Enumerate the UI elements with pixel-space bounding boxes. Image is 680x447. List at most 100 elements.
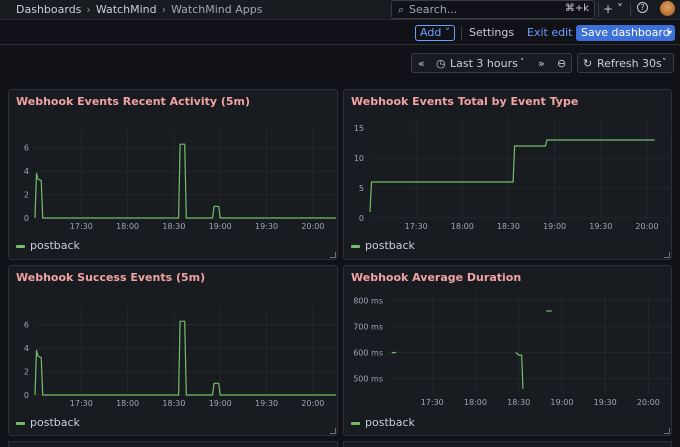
x-tick-label: 20:00 (301, 399, 324, 408)
y-tick-label: 2 (24, 368, 29, 377)
time-range-picker: « ◷ Last 3 hours ˅ » ⊖ (411, 53, 572, 73)
divider (598, 3, 599, 17)
divider (461, 26, 462, 40)
x-tick-label: 18:30 (497, 222, 520, 231)
x-tick-label: 20:00 (635, 222, 658, 231)
new-menu-button[interactable]: + ˅ (603, 2, 623, 16)
refresh-label[interactable]: Refresh 30s (597, 57, 662, 70)
panel-success-events[interactable]: Webhook Success Events (5m) 0 2 4 6 17:30 18:… (8, 265, 338, 436)
panel-partial (8, 441, 338, 447)
breadcrumb-current: WatchMind Apps (170, 3, 263, 16)
resize-handle[interactable] (330, 252, 336, 258)
help-icon[interactable]: ? (637, 2, 648, 13)
resize-handle[interactable] (664, 428, 670, 434)
legend-item[interactable]: postback (16, 416, 80, 429)
x-tick-label: 18:00 (116, 222, 139, 231)
y-tick-label: 0 (24, 391, 29, 400)
x-tick-label: 18:30 (162, 222, 185, 231)
x-tick-label: 17:30 (70, 222, 93, 231)
panel-total-by-event[interactable]: Webhook Events Total by Event Type 0 5 10 1… (343, 89, 672, 260)
panel-title[interactable]: Webhook Average Duration (351, 271, 522, 284)
y-tick-label: 6 (24, 144, 29, 153)
panel-average-duration[interactable]: Webhook Average Duration 500 ms 600 ms 700… (343, 265, 672, 436)
x-tick-label: 18:00 (116, 399, 139, 408)
y-tick-label: 6 (24, 321, 29, 330)
save-dashboard-button[interactable]: Save dashboard ▾ (576, 25, 675, 41)
x-tick-label: 18:00 (451, 222, 474, 231)
legend-label: postback (30, 416, 80, 429)
x-tick-label: 19:30 (255, 399, 278, 408)
y-tick-label: 600 ms (353, 348, 383, 357)
y-tick-label: 0 (359, 214, 364, 223)
edit-toolbar: Add ˅ Settings Exit edit Save dashboard … (0, 21, 680, 45)
legend-item[interactable]: postback (16, 239, 80, 252)
breadcrumb-dashboards[interactable]: Dashboards (16, 3, 82, 16)
legend-item[interactable]: postback (351, 239, 415, 252)
legend-swatch (351, 421, 360, 425)
breadcrumb-watchmind[interactable]: WatchMind (95, 3, 157, 16)
panel-title[interactable]: Webhook Events Recent Activity (5m) (16, 95, 251, 108)
time-back-button[interactable]: « (418, 57, 425, 70)
refresh-icon: ↻ (583, 57, 593, 70)
panel-recent-activity[interactable]: Webhook Events Recent Activity (5m) 0 2 4 6… (8, 89, 338, 260)
save-dashboard-label: Save dashboard (581, 26, 670, 39)
x-tick-label: 18:30 (162, 399, 185, 408)
series-line-postback (34, 143, 336, 219)
legend-label: postback (365, 239, 415, 252)
x-tick-label: 17:30 (70, 399, 93, 408)
x-tick-label: 19:00 (209, 222, 232, 231)
x-tick-label: 19:00 (543, 222, 566, 231)
panel-partial (343, 441, 672, 447)
legend-swatch (16, 421, 25, 425)
y-tick-label: 700 ms (353, 323, 383, 332)
x-tick-label: 17:30 (405, 222, 428, 231)
x-tick-label: 19:00 (209, 399, 232, 408)
series-line-postback (391, 351, 397, 354)
panel-title[interactable]: Webhook Events Total by Event Type (351, 95, 579, 108)
x-tick-label: 19:00 (550, 398, 573, 407)
exit-edit-button[interactable]: Exit edit (527, 26, 573, 39)
x-tick-label: 18:00 (464, 398, 487, 407)
legend-swatch (351, 244, 360, 248)
y-tick-label: 800 ms (353, 297, 383, 306)
time-forward-button[interactable]: » (538, 57, 545, 70)
search-icon: ⌕ (398, 3, 405, 16)
y-tick-label: 15 (354, 124, 364, 133)
top-bar: Dashboards › WatchMind › WatchMind Apps ⌕ Se… (0, 0, 680, 20)
y-tick-label: 0 (24, 214, 29, 223)
y-tick-label: 10 (354, 154, 364, 163)
settings-button[interactable]: Settings (469, 26, 515, 39)
legend-label: postback (365, 416, 415, 429)
x-tick-label: 19:30 (594, 398, 617, 407)
legend-item[interactable]: postback (351, 416, 415, 429)
avatar[interactable] (660, 1, 675, 16)
add-button[interactable]: Add ˅ (415, 25, 456, 41)
chart-recent-activity: 0 2 4 6 17:30 18:00 18:30 19:00 19:30 20:00 (24, 130, 336, 231)
search-placeholder: Search... (409, 3, 458, 16)
x-tick-label: 19:30 (589, 222, 612, 231)
clock-icon: ◷ (436, 57, 446, 70)
resize-handle[interactable] (330, 428, 336, 434)
chart-success-events: 0 2 4 6 17:30 18:00 18:30 19:00 19:30 20:00 (24, 307, 336, 408)
refresh-picker[interactable]: ↻ Refresh 30s ˅ (577, 53, 674, 73)
series-line-postback (34, 320, 336, 396)
chart-average-duration: 500 ms 600 ms 700 ms 800 ms 17:30 18:00 18:30 1… (353, 292, 670, 407)
series-line-postback (369, 139, 655, 213)
x-tick-label: 20:00 (301, 222, 324, 231)
resize-handle[interactable] (664, 252, 670, 258)
x-tick-label: 20:00 (637, 398, 660, 407)
chevron-down-icon[interactable]: ˅ (520, 58, 525, 68)
y-tick-label: 2 (24, 191, 29, 200)
x-tick-label: 17:30 (421, 398, 444, 407)
zoom-out-icon[interactable]: ⊖ (557, 57, 567, 70)
y-tick-label: 500 ms (353, 374, 383, 383)
breadcrumb-separator: › (86, 3, 91, 16)
search-input[interactable]: ⌕ Search... ⌘+k (391, 0, 595, 19)
x-tick-label: 19:30 (255, 222, 278, 231)
breadcrumb-separator: › (161, 3, 166, 16)
chevron-down-icon[interactable]: ▾ (667, 28, 672, 37)
panel-title[interactable]: Webhook Success Events (5m) (16, 271, 206, 284)
time-range-label[interactable]: Last 3 hours (450, 57, 518, 70)
legend-label: postback (30, 239, 80, 252)
chevron-down-icon[interactable]: ˅ (662, 58, 667, 68)
